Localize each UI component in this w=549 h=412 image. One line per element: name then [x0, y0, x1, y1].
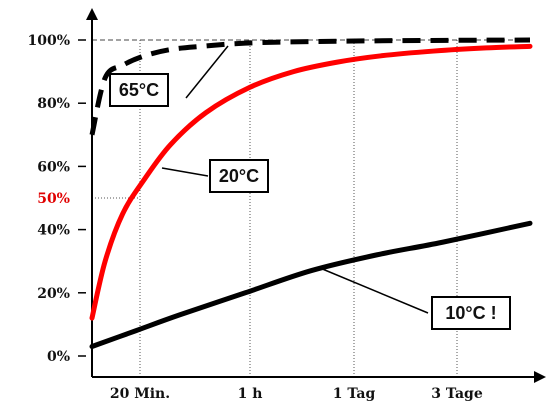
y-tick-label-5: 100% — [27, 33, 70, 49]
series-label-box-1 — [209, 159, 269, 193]
leader-line-1 — [161, 167, 209, 177]
x-tick-label-3: 3 Tage — [431, 386, 483, 402]
leader-line-2 — [319, 267, 429, 314]
x-tick-label-0: 20 Min. — [110, 386, 170, 402]
x-tick-label-1: 1 h — [238, 386, 263, 402]
y-tick-label-1: 20% — [37, 286, 70, 302]
series-label-box-2 — [431, 296, 511, 330]
y-tick-label-0: 0% — [47, 349, 70, 365]
y-tick-label-2: 40% — [37, 223, 70, 239]
y-tick-label-4: 80% — [37, 96, 70, 112]
series-label-2: 10°C ! — [445, 303, 496, 323]
series-line-1 — [89, 43, 533, 321]
series-line-0 — [89, 37, 531, 136]
leader-line-0 — [185, 45, 229, 99]
series-label-0: 65°C — [119, 80, 159, 100]
series-label-1: 20°C — [219, 166, 259, 186]
series-label-box-0 — [109, 73, 169, 107]
y-tick-label-highlight: 50% — [37, 191, 70, 207]
tick-layer: 0% 20% 40% 60% 80% 100% 50% 20 Min. 1 h 1 Tag 3 Ta… — [27, 33, 482, 402]
x-tick-label-2: 1 Tag — [333, 386, 376, 402]
series-layer — [89, 37, 533, 350]
y-tick-label-3: 60% — [37, 159, 70, 175]
series-line-2 — [89, 220, 533, 350]
label-layer: 65°C 20°C 10°C ! — [109, 45, 511, 330]
